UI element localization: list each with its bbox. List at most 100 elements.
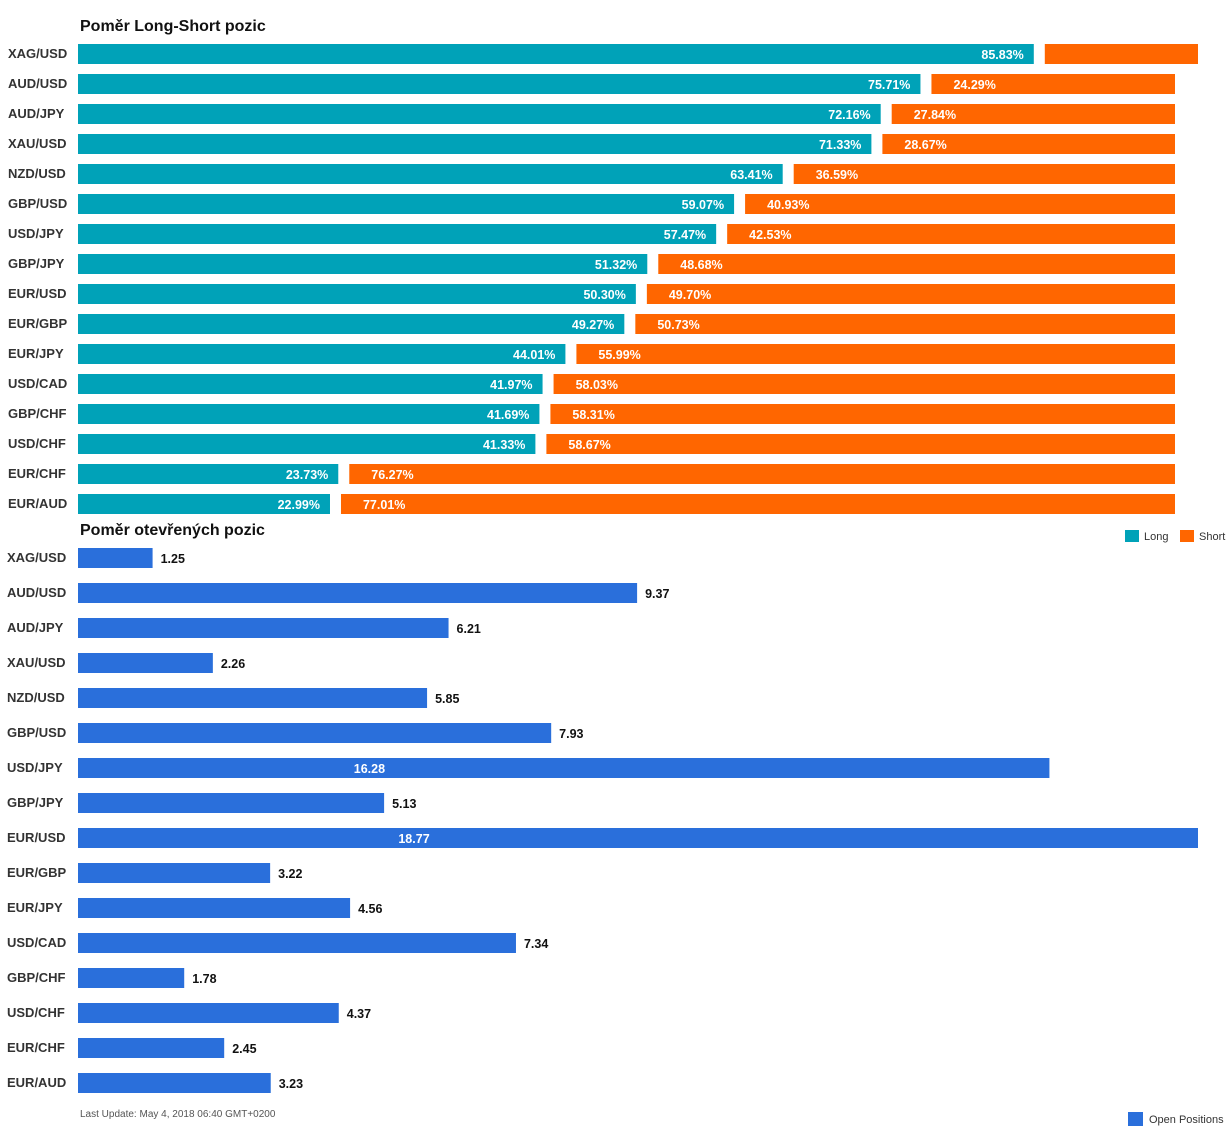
footer: Last Update: May 4, 2018 06:40 GMT+0200 bbox=[80, 1109, 276, 1120]
long-pct-xau-usd: 71.33% bbox=[819, 138, 861, 152]
cat-label-gbp-chf: GBP/CHF bbox=[8, 406, 67, 421]
cat-label-eur-gbp: EUR/GBP bbox=[8, 316, 68, 331]
open-cat-label-eur-usd: EUR/USD bbox=[7, 830, 66, 845]
short-bar-nzd-usd bbox=[793, 164, 1175, 184]
short-bar-eur-chf bbox=[349, 464, 1175, 484]
short-pct-gbp-jpy: 48.68% bbox=[680, 258, 722, 272]
open-cat-label-aud-jpy: AUD/JPY bbox=[7, 620, 64, 635]
cat-label-xau-usd: XAU/USD bbox=[8, 136, 67, 151]
open-value-nzd-usd: 5.85 bbox=[435, 692, 459, 706]
open-value-aud-usd: 9.37 bbox=[645, 587, 669, 601]
cat-label-usd-jpy: USD/JPY bbox=[8, 226, 64, 241]
open-bar-gbp-chf bbox=[78, 968, 185, 988]
open-positions-title-wrap: Poměr otevřených pozic bbox=[80, 522, 265, 539]
open-cat-label-usd-cad: USD/CAD bbox=[7, 935, 66, 950]
open-bar-gbp-usd bbox=[78, 723, 552, 743]
open-positions-title: Poměr otevřených pozic bbox=[80, 522, 265, 539]
long-bar-eur-chf bbox=[78, 464, 339, 484]
long-short-legend: Long Short bbox=[1125, 530, 1225, 543]
short-pct-usd-cad: 58.03% bbox=[576, 378, 618, 392]
open-value-eur-usd: 18.77 bbox=[398, 832, 429, 846]
long-bar-eur-aud bbox=[78, 494, 330, 514]
short-pct-usd-jpy: 42.53% bbox=[749, 228, 791, 242]
short-pct-aud-usd: 24.29% bbox=[953, 78, 995, 92]
open-value-eur-gbp: 3.22 bbox=[278, 867, 302, 881]
open-bar-aud-usd bbox=[78, 583, 638, 603]
open-cat-label-eur-chf: EUR/CHF bbox=[7, 1040, 65, 1055]
open-cat-label-eur-aud: EUR/AUD bbox=[7, 1075, 66, 1090]
open-bar-eur-jpy bbox=[78, 898, 351, 918]
long-bar-nzd-usd bbox=[78, 164, 783, 184]
short-pct-eur-gbp: 50.73% bbox=[657, 318, 699, 332]
cat-label-gbp-jpy: GBP/JPY bbox=[8, 256, 65, 271]
open-value-gbp-jpy: 5.13 bbox=[392, 797, 416, 811]
open-value-gbp-usd: 7.93 bbox=[559, 727, 583, 741]
long-bar-gbp-usd bbox=[78, 194, 735, 214]
open-bar-gbp-jpy bbox=[78, 793, 385, 813]
open-cat-label-gbp-chf: GBP/CHF bbox=[7, 970, 66, 985]
short-pct-xau-usd: 28.67% bbox=[904, 138, 946, 152]
short-pct-eur-usd: 49.70% bbox=[669, 288, 711, 302]
short-bar-eur-aud bbox=[340, 494, 1175, 514]
cat-label-usd-chf: USD/CHF bbox=[8, 436, 66, 451]
long-pct-xag-usd: 85.83% bbox=[981, 48, 1023, 62]
short-pct-usd-chf: 58.67% bbox=[568, 438, 610, 452]
open-bar-aud-jpy bbox=[78, 618, 449, 638]
short-pct-gbp-chf: 58.31% bbox=[572, 408, 614, 422]
legend-short-swatch bbox=[1180, 530, 1194, 542]
legend-open-swatch bbox=[1128, 1112, 1143, 1126]
open-cat-label-usd-chf: USD/CHF bbox=[7, 1005, 65, 1020]
long-short-chart: Poměr Long-Short pozic XAG/USD 85.83% AUD/… bbox=[8, 18, 1225, 543]
short-pct-eur-jpy: 55.99% bbox=[598, 348, 640, 362]
long-pct-usd-chf: 41.33% bbox=[483, 438, 525, 452]
short-pct-nzd-usd: 36.59% bbox=[816, 168, 858, 182]
short-bar-eur-jpy bbox=[576, 344, 1175, 364]
long-bar-gbp-jpy bbox=[78, 254, 648, 274]
open-value-usd-chf: 4.37 bbox=[347, 1007, 371, 1021]
open-value-xau-usd: 2.26 bbox=[221, 657, 245, 671]
long-bar-usd-cad bbox=[78, 374, 543, 394]
short-bar-eur-usd bbox=[646, 284, 1175, 304]
cat-label-gbp-usd: GBP/USD bbox=[8, 196, 67, 211]
short-bar-gbp-jpy bbox=[658, 254, 1175, 274]
long-pct-eur-usd: 50.30% bbox=[583, 288, 625, 302]
cat-label-eur-chf: EUR/CHF bbox=[8, 466, 66, 481]
long-bar-eur-usd bbox=[78, 284, 636, 304]
short-bar-eur-gbp bbox=[635, 314, 1175, 334]
long-pct-usd-cad: 41.97% bbox=[490, 378, 532, 392]
cat-label-aud-usd: AUD/USD bbox=[8, 76, 67, 91]
cat-label-eur-usd: EUR/USD bbox=[8, 286, 67, 301]
open-cat-label-gbp-usd: GBP/USD bbox=[7, 725, 66, 740]
long-pct-aud-usd: 75.71% bbox=[868, 78, 910, 92]
short-pct-gbp-usd: 40.93% bbox=[767, 198, 809, 212]
short-bar-xag-usd bbox=[1044, 44, 1198, 64]
long-bar-xau-usd bbox=[78, 134, 872, 154]
short-bar-aud-jpy bbox=[891, 104, 1175, 124]
open-cat-label-eur-jpy: EUR/JPY bbox=[7, 900, 63, 915]
short-bar-usd-jpy bbox=[727, 224, 1175, 244]
open-bar-nzd-usd bbox=[78, 688, 428, 708]
long-bar-aud-jpy bbox=[78, 104, 881, 124]
long-bar-aud-usd bbox=[78, 74, 921, 94]
open-cat-label-xau-usd: XAU/USD bbox=[7, 655, 66, 670]
open-positions-legend: Open Positions bbox=[1128, 1112, 1224, 1126]
short-pct-eur-aud: 77.01% bbox=[363, 498, 405, 512]
short-pct-aud-jpy: 27.84% bbox=[914, 108, 956, 122]
long-bar-usd-jpy bbox=[78, 224, 717, 244]
open-bar-usd-chf bbox=[78, 1003, 339, 1023]
long-pct-eur-gbp: 49.27% bbox=[572, 318, 614, 332]
long-pct-gbp-jpy: 51.32% bbox=[595, 258, 637, 272]
open-bar-xag-usd bbox=[78, 548, 153, 568]
open-value-gbp-chf: 1.78 bbox=[192, 972, 216, 986]
open-cat-label-aud-usd: AUD/USD bbox=[7, 585, 66, 600]
long-pct-aud-jpy: 72.16% bbox=[828, 108, 870, 122]
cat-label-aud-jpy: AUD/JPY bbox=[8, 106, 65, 121]
long-bar-eur-jpy bbox=[78, 344, 566, 364]
long-pct-gbp-chf: 41.69% bbox=[487, 408, 529, 422]
open-cat-label-gbp-jpy: GBP/JPY bbox=[7, 795, 64, 810]
long-short-title: Poměr Long-Short pozic bbox=[80, 18, 266, 35]
open-value-eur-jpy: 4.56 bbox=[358, 902, 382, 916]
open-positions-chart: XAG/USD 1.25 AUD/USD 9.37 AUD/JPY 6.21 XAU/USD… bbox=[7, 548, 1224, 1126]
open-bar-xau-usd bbox=[78, 653, 213, 673]
open-value-eur-aud: 3.23 bbox=[279, 1077, 303, 1091]
